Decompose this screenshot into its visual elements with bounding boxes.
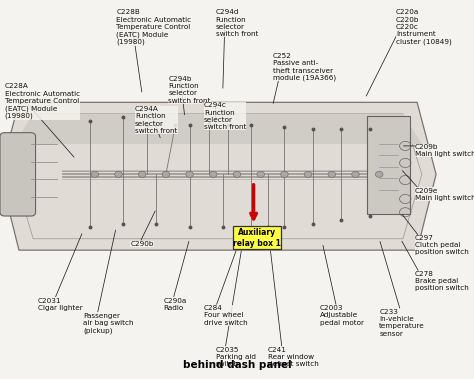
Circle shape bbox=[281, 171, 288, 177]
Text: C297
Clutch pedal
position switch: C297 Clutch pedal position switch bbox=[415, 235, 468, 255]
Text: C284
Four wheel
drive switch: C284 Four wheel drive switch bbox=[204, 305, 247, 326]
FancyBboxPatch shape bbox=[233, 226, 281, 249]
Circle shape bbox=[257, 171, 264, 177]
Circle shape bbox=[233, 171, 241, 177]
Circle shape bbox=[210, 171, 217, 177]
Text: C228A
Electronic Automatic
Temperature Control
(EATC) Module
(19980): C228A Electronic Automatic Temperature C… bbox=[5, 83, 80, 119]
Text: C2003
Adjustable
pedal motor: C2003 Adjustable pedal motor bbox=[320, 305, 364, 326]
Text: C294c
Function
selector
switch front: C294c Function selector switch front bbox=[204, 102, 246, 130]
Polygon shape bbox=[0, 102, 436, 250]
Text: C233
In-vehicle
temperature
sensor: C233 In-vehicle temperature sensor bbox=[379, 309, 425, 337]
Text: C228B
Electronic Automatic
Temperature Control
(EATC) Module
(19980): C228B Electronic Automatic Temperature C… bbox=[116, 9, 191, 45]
Text: Auxiliary
relay box 1: Auxiliary relay box 1 bbox=[233, 228, 281, 247]
Text: behind dash panel: behind dash panel bbox=[182, 360, 292, 370]
Text: C220a
C220b
C220c
Instrument
cluster (10849): C220a C220b C220c Instrument cluster (10… bbox=[396, 9, 452, 45]
Circle shape bbox=[91, 171, 99, 177]
Circle shape bbox=[138, 171, 146, 177]
Text: C290b: C290b bbox=[130, 241, 154, 247]
Circle shape bbox=[162, 171, 170, 177]
Text: C2031
Cigar lighter: C2031 Cigar lighter bbox=[38, 298, 82, 311]
Text: C278
Brake pedal
position switch: C278 Brake pedal position switch bbox=[415, 271, 468, 291]
Text: Passenger
air bag switch
(pickup): Passenger air bag switch (pickup) bbox=[83, 313, 134, 334]
Circle shape bbox=[115, 171, 122, 177]
FancyBboxPatch shape bbox=[367, 116, 410, 214]
Text: C294b
Function
selector
switch front: C294b Function selector switch front bbox=[168, 76, 210, 103]
Text: C252
Passive anti-
theft transceiver
module (19A366): C252 Passive anti- theft transceiver mod… bbox=[273, 53, 336, 81]
Text: C294d
Function
selector
switch front: C294d Function selector switch front bbox=[216, 9, 258, 37]
FancyBboxPatch shape bbox=[0, 133, 36, 216]
Text: C209b
Main light switch: C209b Main light switch bbox=[415, 144, 474, 157]
Text: C241
Rear window
defrost switch: C241 Rear window defrost switch bbox=[268, 347, 319, 367]
Circle shape bbox=[328, 171, 336, 177]
Text: C290a
Radio: C290a Radio bbox=[164, 298, 187, 311]
Circle shape bbox=[375, 171, 383, 177]
Polygon shape bbox=[14, 114, 422, 144]
Circle shape bbox=[186, 171, 193, 177]
Circle shape bbox=[304, 171, 312, 177]
Circle shape bbox=[352, 171, 359, 177]
Text: C209e
Main light switch: C209e Main light switch bbox=[415, 188, 474, 201]
Text: C294A
Function
selector
switch front: C294A Function selector switch front bbox=[135, 106, 177, 134]
Text: C2035
Parking aid
switch: C2035 Parking aid switch bbox=[216, 347, 255, 367]
